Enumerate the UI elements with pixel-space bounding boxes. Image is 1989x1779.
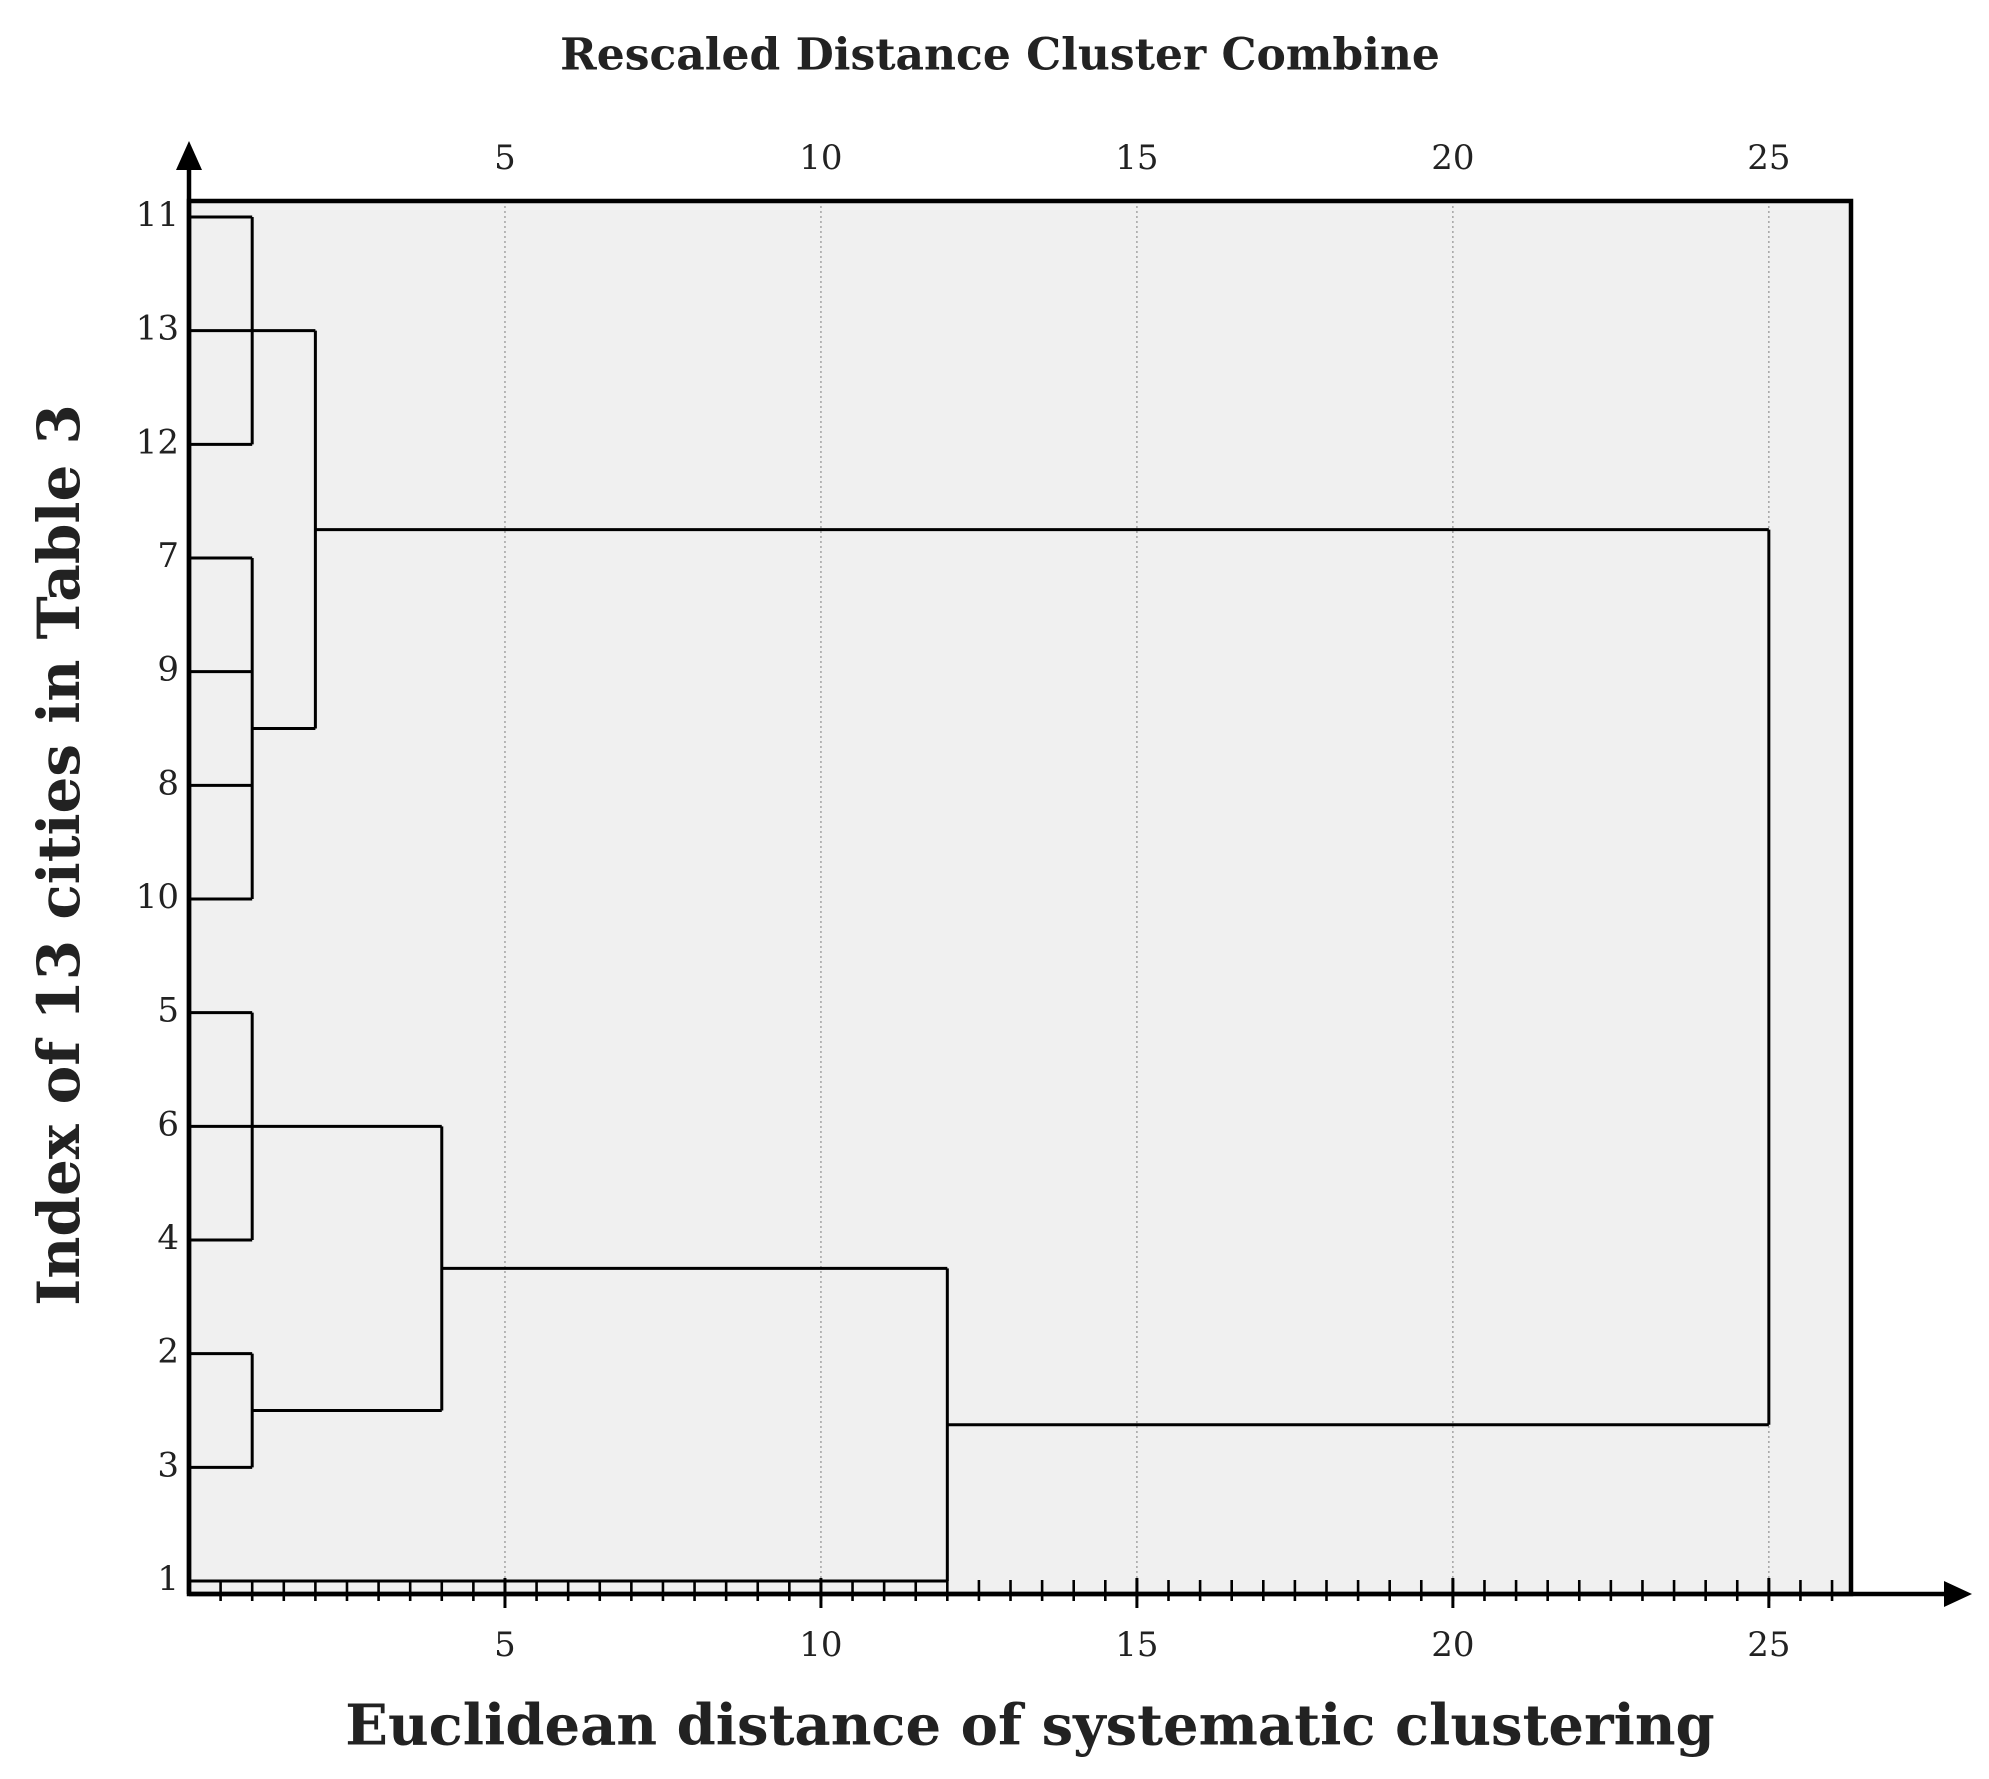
x-tick-label-top: 25 (1747, 138, 1790, 178)
x-axis-arrow (1944, 1581, 1972, 1607)
y-tick-label: 13 (136, 309, 179, 349)
y-axis-label: Index of 13 cities in Table 3 (25, 404, 93, 1306)
y-tick-label: 8 (157, 763, 179, 803)
plot-area (189, 201, 1851, 1594)
y-tick-label: 12 (136, 422, 179, 462)
y-tick-label: 6 (157, 1104, 179, 1144)
x-tick-label-top: 15 (1115, 138, 1158, 178)
y-tick-label: 11 (136, 195, 179, 235)
y-tick-label: 5 (157, 991, 179, 1031)
y-tick-label: 4 (157, 1218, 179, 1258)
y-tick-label: 1 (157, 1559, 179, 1599)
y-tick-label: 9 (157, 650, 179, 690)
x-tick-label: 15 (1115, 1625, 1158, 1665)
y-tick-label: 7 (157, 536, 179, 576)
x-tick-label: 25 (1747, 1625, 1790, 1665)
x-tick-label-top: 10 (799, 138, 842, 178)
y-tick-label: 2 (157, 1332, 179, 1372)
chart-title: Rescaled Distance Cluster Combine (560, 30, 1440, 81)
x-tick-label-top: 5 (494, 138, 516, 178)
x-tick-label: 10 (799, 1625, 842, 1665)
x-tick-label-top: 20 (1431, 138, 1474, 178)
y-axis-arrow (176, 141, 202, 170)
x-tick-label: 5 (494, 1625, 516, 1665)
y-tick-label: 3 (157, 1445, 179, 1485)
x-tick-label: 20 (1431, 1625, 1474, 1665)
y-tick-label: 10 (136, 877, 179, 917)
x-axis-label: Euclidean distance of systematic cluster… (345, 1693, 1714, 1759)
